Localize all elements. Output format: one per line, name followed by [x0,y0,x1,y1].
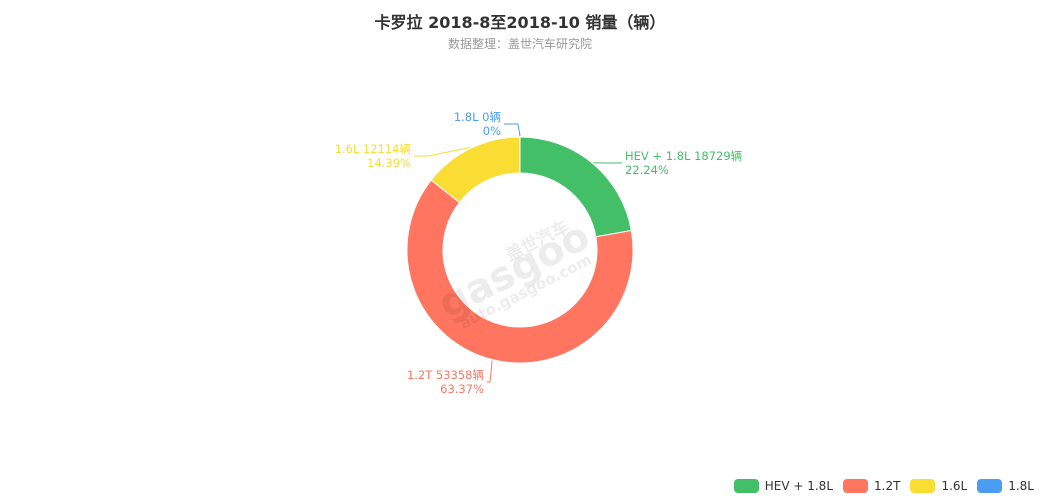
slice-label: 1.6L 12114辆 [335,142,411,156]
legend-label: 1.6L [941,479,968,493]
legend-swatch [733,479,759,493]
legend-item[interactable]: 1.6L [910,479,967,493]
slice-label: 1.8L 0辆 [454,110,501,124]
legend-label: 1.2T [874,479,901,493]
label-line [487,360,493,383]
legend-swatch [910,479,936,493]
chart-title: 卡罗拉 2018-8至2018-10 销量（辆） [374,13,666,32]
legend-item[interactable]: 1.2T [843,479,900,493]
slice-percent-label: 14.39% [367,156,411,170]
slice-label: HEV + 1.8L 18729辆 [625,149,742,163]
slice-label: 1.2T 53358辆 [407,368,484,382]
pie-slice[interactable] [406,179,634,364]
legend-label: 1.8L [1008,479,1034,493]
label-line [414,146,471,157]
legend-swatch [977,479,1003,493]
chart-subtitle: 数据整理：盖世汽车研究院 [447,37,592,51]
legend-item[interactable]: HEV + 1.8L [733,479,834,493]
legend-swatch [843,479,869,493]
legend-item[interactable]: 1.8L [977,479,1034,493]
slice-percent-label: 0% [483,124,501,138]
slice-percent-label: 63.37% [440,382,484,396]
legend-label: HEV + 1.8L [764,479,834,493]
label-line [504,123,521,137]
slice-percent-label: 22.24% [625,163,669,177]
pie-slice[interactable] [430,136,521,204]
legend: HEV + 1.8L 1.2T 1.6L 1.8L [724,479,1034,493]
